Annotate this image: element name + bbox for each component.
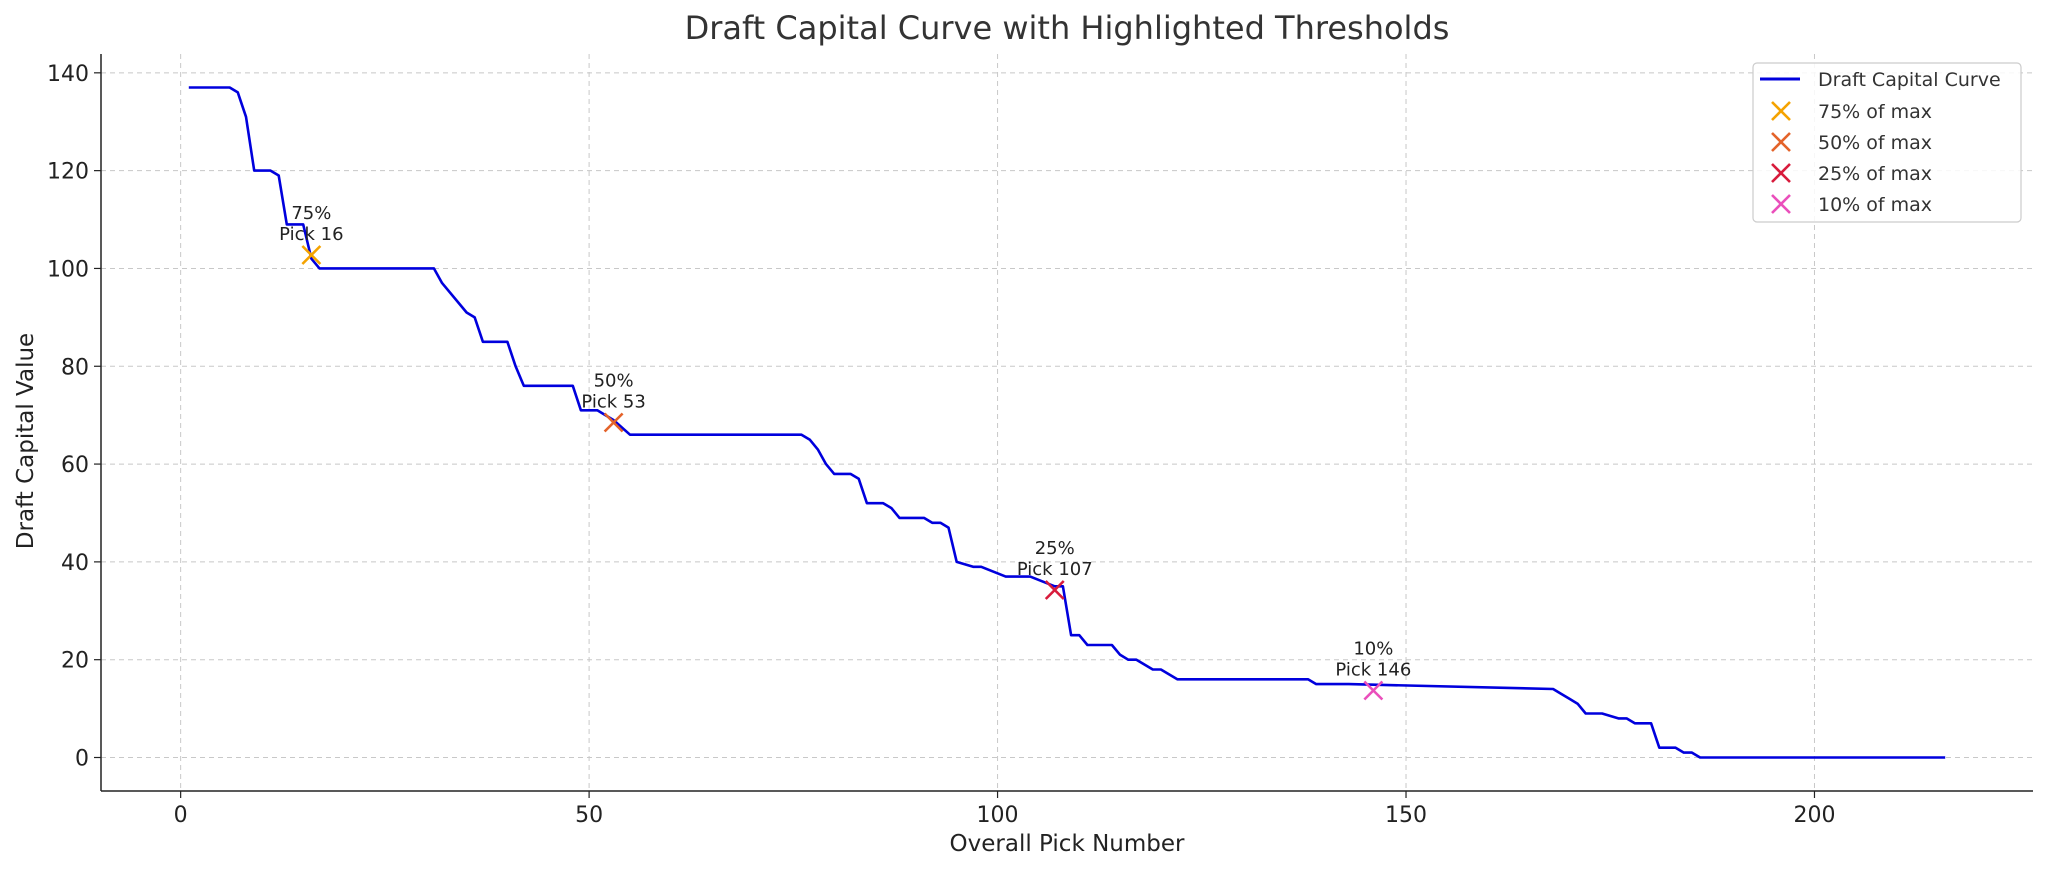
- legend-label-threshold: 25% of max: [1818, 163, 1932, 185]
- chart-title: Draft Capital Curve with Highlighted Thr…: [685, 9, 1450, 47]
- x-tick-label: 100: [977, 803, 1019, 828]
- y-tick-label: 80: [61, 355, 89, 380]
- legend-label-curve: Draft Capital Curve: [1818, 69, 2001, 91]
- threshold-marker: [301, 245, 322, 265]
- tick-labels: 0 50 100 150 200 0 20 40 60 80 100 120 140: [47, 62, 1835, 828]
- threshold-percent-label: 25%: [1035, 538, 1075, 559]
- legend-label-threshold: 75% of max: [1818, 101, 1932, 123]
- axes: [100, 54, 2033, 792]
- threshold-pick-label: Pick 53: [581, 392, 645, 413]
- threshold-annotations: 75%Pick 16 50%Pick 53 25%Pick 107 10%Pick 1…: [279, 203, 1411, 681]
- legend: Draft Capital Curve 75% of max 50% of max…: [1752, 62, 2022, 223]
- threshold-marker: [1044, 580, 1065, 600]
- legend-label-threshold: 10% of max: [1818, 194, 1932, 216]
- threshold-markers: [301, 245, 1384, 701]
- series-layer: [188, 86, 1946, 759]
- legend-marker-swatch: [1771, 163, 1791, 183]
- threshold-percent-label: 10%: [1353, 639, 1393, 660]
- y-tick-label: 100: [47, 257, 89, 282]
- y-tick-label: 120: [47, 160, 89, 185]
- threshold-percent-label: 75%: [291, 203, 331, 224]
- y-tick-label: 0: [75, 747, 89, 772]
- legend-frame: [1752, 62, 2022, 223]
- threshold-pick-label: Pick 146: [1335, 660, 1411, 681]
- draft-capital-curve-line: [188, 86, 1946, 759]
- x-tick-label: 200: [1793, 803, 1835, 828]
- legend-label-threshold: 50% of max: [1818, 132, 1932, 154]
- grid-lines: [101, 54, 2033, 791]
- legend-marker-swatch: [1771, 194, 1791, 214]
- threshold-pick-label: Pick 107: [1017, 559, 1093, 580]
- x-axis-label: Overall Pick Number: [950, 831, 1185, 857]
- y-tick-label: 40: [61, 551, 89, 576]
- y-tick-label: 60: [61, 453, 89, 478]
- legend-marker-swatch: [1771, 101, 1791, 121]
- threshold-marker: [1363, 680, 1384, 701]
- x-tick-label: 50: [575, 803, 603, 828]
- threshold-marker: [603, 412, 624, 433]
- y-tick-label: 20: [61, 649, 89, 674]
- legend-marker-swatch: [1771, 132, 1791, 152]
- y-tick-label: 140: [47, 62, 89, 87]
- threshold-percent-label: 50%: [594, 371, 634, 392]
- threshold-pick-label: Pick 16: [279, 224, 343, 245]
- x-tick-label: 0: [174, 803, 188, 828]
- x-tick-label: 150: [1385, 803, 1427, 828]
- y-axis-label: Draft Capital Value: [13, 333, 39, 549]
